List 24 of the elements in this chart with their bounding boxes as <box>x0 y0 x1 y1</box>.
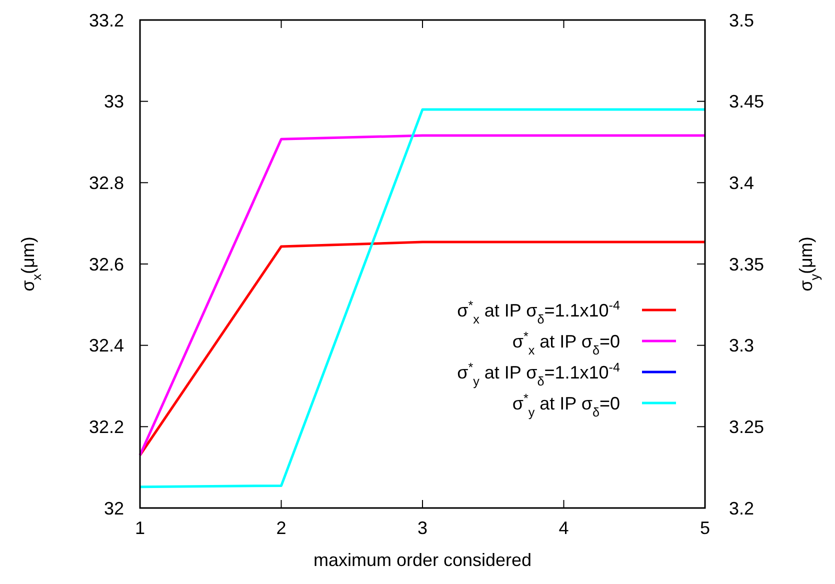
y-tick-label: 33 <box>104 92 124 112</box>
x-tick-label: 2 <box>276 518 286 538</box>
y2-tick-label: 3.45 <box>729 92 764 112</box>
y-tick-label: 32.8 <box>88 172 124 193</box>
x-tick-label: 5 <box>700 518 710 538</box>
y2-tick-label: 3.35 <box>729 254 764 274</box>
legend-label: σ$^{*}$$_{x}$ at IP σ$_{δ}$=0 <box>512 329 620 358</box>
y-tick-label: 32.4 <box>88 336 124 356</box>
legend-label: σ$^{*}$$_{x}$ at IP σ$_{δ}$=1.1x10$^{-4}$ <box>457 298 620 326</box>
x-tick-label: 4 <box>558 518 569 538</box>
y-tick-label: 32.6 <box>88 254 124 274</box>
y-tick-label: 33.2 <box>88 10 124 30</box>
legend-label: σ$^{*}$$_{y}$ at IP σ$_{δ}$=0 <box>512 391 620 420</box>
y2-tick-label: 3.4 <box>729 172 754 193</box>
y-tick-label: 32.2 <box>88 416 124 437</box>
y-tick-label: 32 <box>104 498 124 518</box>
y2-tick-label: 3.5 <box>729 10 754 30</box>
legend-label: σ$^{*}$$_{y}$ at IP σ$_{δ}$=1.1x10$^{-4}$ <box>457 360 620 388</box>
y2-tick-label: 3.25 <box>729 416 764 437</box>
x-tick-label: 1 <box>134 518 146 538</box>
x-axis-title: maximum order considered <box>313 550 532 570</box>
y2-tick-label: 3.2 <box>729 498 754 518</box>
x-tick-label: 3 <box>417 518 428 538</box>
y2-tick-label: 3.3 <box>729 336 754 356</box>
